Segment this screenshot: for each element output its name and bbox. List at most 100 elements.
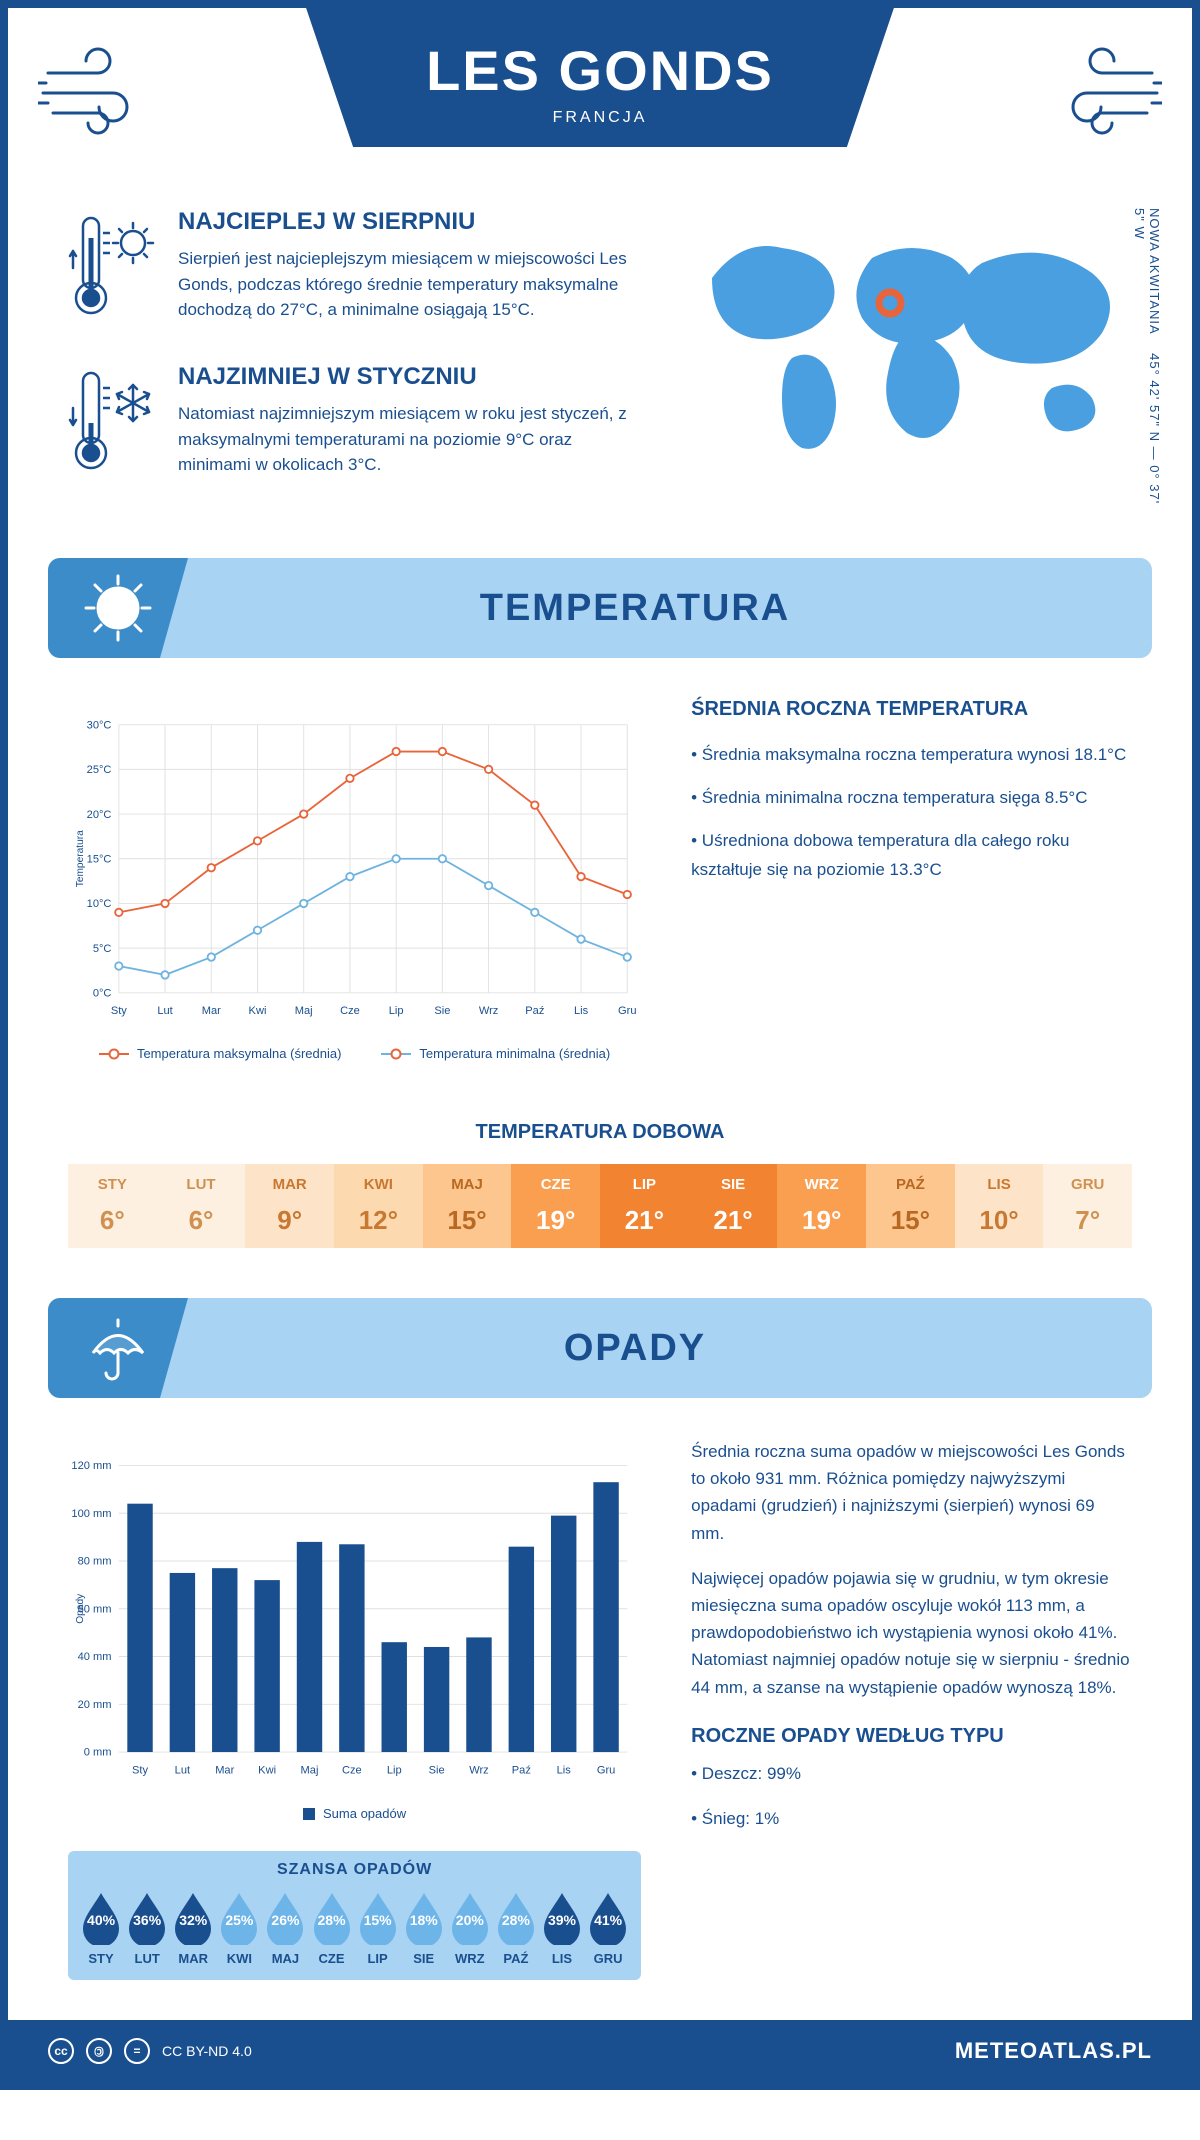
cc-icon: cc xyxy=(48,2038,74,2064)
svg-text:Sie: Sie xyxy=(429,1764,445,1776)
daily-cell: GRU7° xyxy=(1043,1164,1132,1248)
svg-text:Mar: Mar xyxy=(215,1764,234,1776)
svg-text:Lis: Lis xyxy=(557,1764,572,1776)
wind-icon xyxy=(1042,38,1162,138)
svg-text:5°C: 5°C xyxy=(93,943,112,955)
svg-text:Lut: Lut xyxy=(175,1764,190,1776)
svg-text:Lut: Lut xyxy=(157,1005,172,1017)
svg-text:20 mm: 20 mm xyxy=(78,1699,112,1711)
svg-text:Lis: Lis xyxy=(574,1005,589,1017)
drop-item: 36%LUT xyxy=(124,1889,170,1966)
daily-cell: LIP21° xyxy=(600,1164,689,1248)
daily-cell: MAJ15° xyxy=(423,1164,512,1248)
section-bar-temperature: TEMPERATURA xyxy=(48,558,1152,658)
drop-item: 18%SIE xyxy=(401,1889,447,1966)
precip-text: Najwięcej opadów pojawia się w grudniu, … xyxy=(691,1565,1132,1701)
svg-text:Lip: Lip xyxy=(387,1764,402,1776)
svg-text:Mar: Mar xyxy=(202,1005,221,1017)
legend-item: .legend-swatch:nth-child(1)::after{borde… xyxy=(99,1046,341,1061)
svg-text:Paź: Paź xyxy=(512,1764,531,1776)
svg-text:0°C: 0°C xyxy=(93,987,112,999)
svg-text:Lip: Lip xyxy=(389,1005,404,1017)
daily-cell: WRZ19° xyxy=(777,1164,866,1248)
svg-text:0 mm: 0 mm xyxy=(84,1747,112,1759)
daily-cell: LUT6° xyxy=(157,1164,246,1248)
sun-icon xyxy=(48,558,188,658)
daily-cell: LIS10° xyxy=(955,1164,1044,1248)
title-banner: LES GONDS FRANCJA xyxy=(306,8,894,147)
drop-item: 26%MAJ xyxy=(262,1889,308,1966)
license-label: CC BY-ND 4.0 xyxy=(162,2043,252,2059)
chance-title: SZANSA OPADÓW xyxy=(68,1861,641,1879)
coords-label: NOWA AKWITANIA 45° 42' 57" N — 0° 37' 5"… xyxy=(1132,208,1162,518)
svg-text:100 mm: 100 mm xyxy=(71,1508,111,1520)
drop-item: 28%PAŹ xyxy=(493,1889,539,1966)
daily-cell: KWI12° xyxy=(334,1164,423,1248)
wind-icon xyxy=(38,38,158,138)
svg-text:Wrz: Wrz xyxy=(479,1005,498,1017)
fact-warm-text: Sierpień jest najcieplejszym miesiącem w… xyxy=(178,246,632,323)
svg-text:Gru: Gru xyxy=(618,1005,636,1017)
daily-cell: SIE21° xyxy=(689,1164,778,1248)
section-bar-precip: OPADY xyxy=(48,1298,1152,1398)
drop-item: 25%KWI xyxy=(216,1889,262,1966)
svg-text:80 mm: 80 mm xyxy=(78,1556,112,1568)
thermometer-sun-icon xyxy=(68,208,158,333)
drop-item: 15%LIP xyxy=(355,1889,401,1966)
svg-text:Sie: Sie xyxy=(434,1005,450,1017)
svg-text:120 mm: 120 mm xyxy=(71,1460,111,1472)
svg-text:Cze: Cze xyxy=(340,1005,360,1017)
legend-item: Temperatura minimalna (średnia) xyxy=(381,1046,610,1061)
svg-text:15°C: 15°C xyxy=(87,853,112,865)
precip-type-title: ROCZNE OPADY WEDŁUG TYPU xyxy=(691,1725,1132,1748)
temp-bullet: • Średnia minimalna roczna temperatura s… xyxy=(691,784,1132,813)
svg-text:Wrz: Wrz xyxy=(469,1764,488,1776)
drop-item: 39%LIS xyxy=(539,1889,585,1966)
daily-cell: CZE19° xyxy=(511,1164,600,1248)
drop-item: 41%GRU xyxy=(585,1889,631,1966)
svg-text:Sty: Sty xyxy=(111,1005,127,1017)
precip-type-bullet: • Deszcz: 99% xyxy=(691,1760,1132,1787)
svg-text:20°C: 20°C xyxy=(87,809,112,821)
daily-cell: MAR9° xyxy=(245,1164,334,1248)
daily-temp-table: STY6°LUT6°MAR9°KWI12°MAJ15°CZE19°LIP21°S… xyxy=(68,1164,1132,1248)
drop-item: 28%CZE xyxy=(308,1889,354,1966)
fact-coldest: NAJZIMNIEJ W STYCZNIU Natomiast najzimni… xyxy=(68,363,632,488)
svg-text:Paź: Paź xyxy=(525,1005,544,1017)
drop-item: 20%WRZ xyxy=(447,1889,493,1966)
section-title-precip: OPADY xyxy=(118,1327,1152,1370)
svg-text:Kwi: Kwi xyxy=(258,1764,276,1776)
temp-bullet: • Uśredniona dobowa temperatura dla całe… xyxy=(691,827,1132,885)
daily-temp-title: TEMPERATURA DOBOWA xyxy=(68,1121,1132,1144)
precip-type-bullet: • Śnieg: 1% xyxy=(691,1805,1132,1832)
drop-item: 40%STY xyxy=(78,1889,124,1966)
world-map xyxy=(672,208,1132,468)
precip-chance-box: SZANSA OPADÓW 40%STY36%LUT32%MAR25%KWI26… xyxy=(68,1851,641,1980)
svg-text:Opady: Opady xyxy=(75,1593,86,1624)
thermometer-snow-icon xyxy=(68,363,158,488)
svg-text:10°C: 10°C xyxy=(87,898,112,910)
site-label: METEOATLAS.PL xyxy=(955,2038,1152,2064)
fact-warmest: NAJCIEPLEJ W SIERPNIU Sierpień jest najc… xyxy=(68,208,632,333)
country-label: FRANCJA xyxy=(426,109,774,127)
location-title: LES GONDS xyxy=(426,38,774,103)
precip-bar-chart: 0 mm20 mm40 mm60 mm80 mm100 mm120 mmStyL… xyxy=(68,1438,641,1798)
footer: cc 🄯 = CC BY-ND 4.0 METEOATLAS.PL xyxy=(8,2020,1192,2082)
svg-text:Temperatura: Temperatura xyxy=(75,830,86,887)
svg-text:Maj: Maj xyxy=(295,1005,313,1017)
precip-text: Średnia roczna suma opadów w miejscowośc… xyxy=(691,1438,1132,1547)
svg-text:Maj: Maj xyxy=(301,1764,319,1776)
svg-text:Cze: Cze xyxy=(342,1764,362,1776)
svg-text:25°C: 25°C xyxy=(87,764,112,776)
svg-text:Gru: Gru xyxy=(597,1764,615,1776)
section-title-temperature: TEMPERATURA xyxy=(118,587,1152,630)
drop-item: 32%MAR xyxy=(170,1889,216,1966)
svg-text:Kwi: Kwi xyxy=(249,1005,267,1017)
by-icon: 🄯 xyxy=(86,2038,112,2064)
svg-text:40 mm: 40 mm xyxy=(78,1651,112,1663)
fact-warm-title: NAJCIEPLEJ W SIERPNIU xyxy=(178,208,632,236)
header: LES GONDS FRANCJA xyxy=(8,8,1192,208)
fact-cold-text: Natomiast najzimniejszym miesiącem w rok… xyxy=(178,401,632,478)
fact-cold-title: NAJZIMNIEJ W STYCZNIU xyxy=(178,363,632,391)
temp-side-title: ŚREDNIA ROCZNA TEMPERATURA xyxy=(691,698,1132,721)
